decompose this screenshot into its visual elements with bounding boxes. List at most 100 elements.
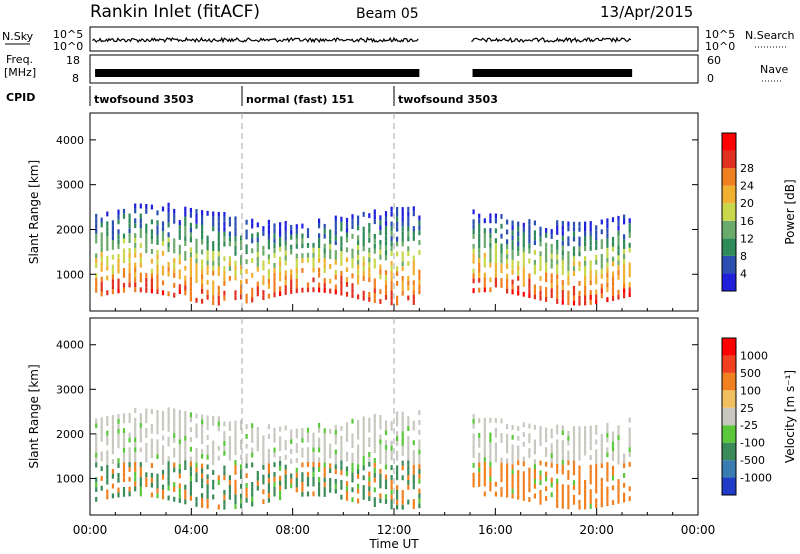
- echo-cell: [178, 274, 181, 280]
- echo-cell: [189, 267, 192, 272]
- echo-cell: [539, 475, 542, 481]
- echo-cell: [167, 242, 170, 248]
- echo-cell: [517, 251, 520, 256]
- echo-cell: [134, 476, 137, 482]
- echo-cell: [572, 499, 576, 505]
- echo-cell: [561, 425, 564, 431]
- echo-cell: [295, 224, 298, 230]
- echo-cell: [318, 272, 321, 278]
- echo-cell: [368, 228, 371, 233]
- echo-cell: [600, 258, 603, 264]
- echo-cell: [478, 248, 481, 254]
- echo-cell: [245, 259, 248, 265]
- echo-cell: [223, 212, 226, 217]
- echo-cell: [368, 442, 371, 448]
- echo-cell: [584, 300, 587, 306]
- echo-cell: [234, 494, 237, 500]
- echo-cell: [623, 453, 626, 459]
- echo-cell: [312, 452, 315, 458]
- echo-cell: [334, 215, 337, 221]
- echo-cell: [578, 241, 581, 247]
- echo-cell: [611, 261, 615, 267]
- echo-cell: [334, 464, 337, 470]
- echo-cell: [401, 266, 404, 272]
- echo-cell: [312, 242, 315, 248]
- echo-cell: [201, 234, 204, 240]
- echo-cell: [522, 222, 525, 228]
- xtick-label: 12:00: [377, 523, 412, 537]
- echo-cell: [390, 251, 393, 256]
- echo-cell: [489, 228, 492, 233]
- echo-cell: [145, 223, 148, 229]
- echo-cell: [511, 220, 514, 226]
- echo-cell: [345, 471, 349, 477]
- echo-cell: [390, 211, 393, 217]
- echo-cell: [206, 265, 209, 270]
- echo-cell: [572, 251, 576, 257]
- echo-cell: [117, 239, 120, 245]
- echo-cell: [122, 213, 126, 219]
- echo-cell: [494, 277, 497, 283]
- echo-cell: [161, 250, 165, 256]
- echo-cell: [595, 459, 598, 465]
- echo-cell: [611, 436, 615, 442]
- echo-cell: [572, 455, 576, 461]
- echo-cell: [318, 257, 321, 263]
- echo-cell: [134, 437, 137, 443]
- echo-cell: [368, 491, 371, 497]
- echo-cell: [489, 277, 492, 283]
- echo-cell: [611, 470, 615, 476]
- echo-cell: [373, 433, 376, 439]
- echo-cell: [273, 476, 276, 482]
- echo-cell: [251, 447, 254, 453]
- echo-cell: [279, 222, 282, 228]
- echo-cell: [572, 445, 576, 451]
- colorbar-segment: [722, 460, 736, 478]
- echo-cell: [212, 479, 215, 485]
- echo-cell: [606, 437, 609, 443]
- echo-cell: [100, 266, 103, 272]
- echo-cell: [284, 260, 287, 266]
- echo-cell: [368, 232, 371, 238]
- echo-cell: [295, 234, 298, 239]
- echo-cell: [401, 465, 404, 471]
- echo-cell: [478, 272, 481, 278]
- echo-cell: [139, 467, 142, 472]
- echo-cell: [100, 466, 103, 472]
- echo-cell: [117, 433, 120, 439]
- echo-cell: [351, 233, 354, 239]
- echo-cell: [173, 248, 176, 254]
- echo-cell: [578, 450, 581, 456]
- echo-cell: [295, 283, 298, 289]
- echo-cell: [329, 453, 332, 459]
- cpid-mode-label: twofsound 3503: [94, 93, 194, 106]
- echo-cell: [217, 426, 220, 432]
- echo-cell: [357, 215, 360, 221]
- echo-cell: [500, 223, 503, 229]
- echo-cell: [533, 449, 536, 455]
- freq-block-1: [95, 69, 420, 77]
- echo-cell: [301, 472, 304, 478]
- echo-cell: [245, 244, 248, 250]
- echo-cell: [412, 504, 415, 509]
- echo-cell: [345, 257, 349, 263]
- echo-cell: [390, 494, 393, 500]
- echo-cell: [407, 275, 410, 281]
- echo-cell: [589, 290, 592, 295]
- echo-cell: [251, 433, 254, 438]
- echo-cell: [340, 285, 343, 291]
- echo-cell: [156, 235, 159, 240]
- echo-cell: [145, 428, 148, 433]
- echo-cell: [494, 228, 497, 234]
- echo-cell: [617, 250, 620, 256]
- xtick-label: 00:00: [73, 523, 108, 537]
- echo-cell: [617, 444, 620, 450]
- echo-cell: [345, 291, 349, 297]
- echo-cell: [478, 223, 481, 229]
- echo-cell: [156, 483, 159, 489]
- echo-cell: [184, 450, 187, 456]
- echo-cell: [539, 436, 542, 441]
- echo-cell: [178, 254, 181, 260]
- echo-cell: [545, 461, 548, 467]
- echo-cell: [234, 460, 237, 465]
